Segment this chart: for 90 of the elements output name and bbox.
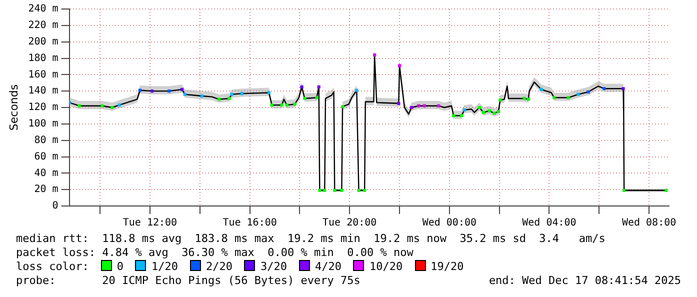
legend-label: 10/20 [369, 260, 403, 273]
x-tick-label: Tue 16:00 [222, 218, 277, 229]
y-tick-label: 40 m [34, 168, 58, 179]
y-tick-label: 180 m [28, 52, 58, 64]
point [317, 85, 320, 89]
legend-label: 4/20 [314, 260, 342, 273]
point [227, 96, 231, 100]
point [410, 106, 414, 110]
text: end: Wed Dec 17 08:41:54 2025 [488, 274, 681, 288]
x-tick-label: Wed 08:00 [622, 218, 676, 229]
point [150, 90, 154, 93]
point [78, 104, 81, 108]
point [498, 98, 502, 102]
text: packet loss: 4.84 % avg 36.30 % max 0.00 % min 0.00 % now [15, 246, 414, 260]
point [293, 102, 296, 106]
x-tick-label: Tue 12:00 [122, 218, 178, 229]
text: median rtt: 118.8 ms avg 183.8 ms max 19.2 ms min 19.2 ms now 35.2 ms sd 3.4 am/s [15, 232, 606, 246]
point [315, 96, 318, 100]
y-tick-label: 20 m [34, 184, 58, 196]
point [110, 106, 114, 110]
x-tick-label: Wed 00:00 [422, 218, 477, 229]
point [340, 105, 344, 108]
legend-label: 1/20 [151, 260, 178, 273]
point [303, 96, 306, 100]
point [333, 188, 336, 192]
point [622, 87, 625, 90]
point [417, 104, 420, 108]
point [138, 88, 142, 92]
y-tick-label: 60 m [34, 151, 58, 162]
point [422, 104, 426, 108]
y-tick-label: 100 m [28, 118, 58, 130]
point [230, 92, 234, 96]
point [478, 106, 481, 110]
point [526, 98, 530, 101]
point [168, 90, 171, 93]
point [340, 188, 344, 192]
point [180, 88, 184, 91]
point [200, 94, 204, 98]
point [280, 103, 284, 107]
point [373, 53, 376, 57]
point [622, 188, 626, 192]
y-tick-label: 200 m [28, 36, 58, 48]
point [267, 91, 270, 94]
legend-label: 0 [116, 260, 124, 273]
y-tick-label: 80 m [34, 134, 58, 146]
point [300, 85, 304, 89]
legend-title: loss color: [16, 260, 89, 273]
point [217, 98, 221, 101]
x-tick-label: Tue 20:00 [322, 218, 377, 229]
legend-label: 3/20 [260, 260, 287, 273]
text: probe: 20 ICMP Echo Pings (56 Bytes) every 75s [16, 274, 360, 288]
y-tick-label: 140 m [28, 86, 58, 97]
legend-label: 2/20 [206, 260, 232, 273]
point [496, 110, 500, 114]
point [602, 87, 606, 90]
point [323, 188, 326, 192]
point [664, 188, 668, 192]
point [540, 88, 543, 91]
point [586, 90, 590, 94]
point [460, 114, 464, 118]
point [452, 114, 456, 118]
y-tick-label: 220 m [28, 20, 58, 32]
point [482, 110, 486, 114]
point [270, 103, 274, 107]
y-tick-label: 120 m [28, 102, 58, 114]
point [118, 103, 121, 107]
legend-label: 19/20 [430, 260, 464, 273]
point [492, 112, 496, 115]
point [437, 104, 440, 108]
point [357, 188, 360, 192]
point [355, 88, 358, 92]
point [100, 104, 104, 108]
point [285, 103, 288, 107]
point [398, 64, 402, 68]
point [462, 108, 466, 112]
point [566, 96, 570, 100]
point [397, 102, 400, 105]
point [576, 92, 580, 96]
y-tick-label: 160 m [28, 69, 58, 80]
y-tick-label: 240 m [28, 4, 58, 15]
point [318, 188, 322, 192]
point [183, 92, 186, 96]
x-tick-label: Wed 04:00 [522, 218, 576, 229]
point [522, 96, 526, 100]
y-tick-label: 0 [52, 200, 58, 212]
point [552, 96, 556, 100]
point [240, 92, 244, 96]
y-axis-title: Seconds [7, 84, 20, 131]
point [488, 109, 491, 112]
point [363, 188, 366, 192]
